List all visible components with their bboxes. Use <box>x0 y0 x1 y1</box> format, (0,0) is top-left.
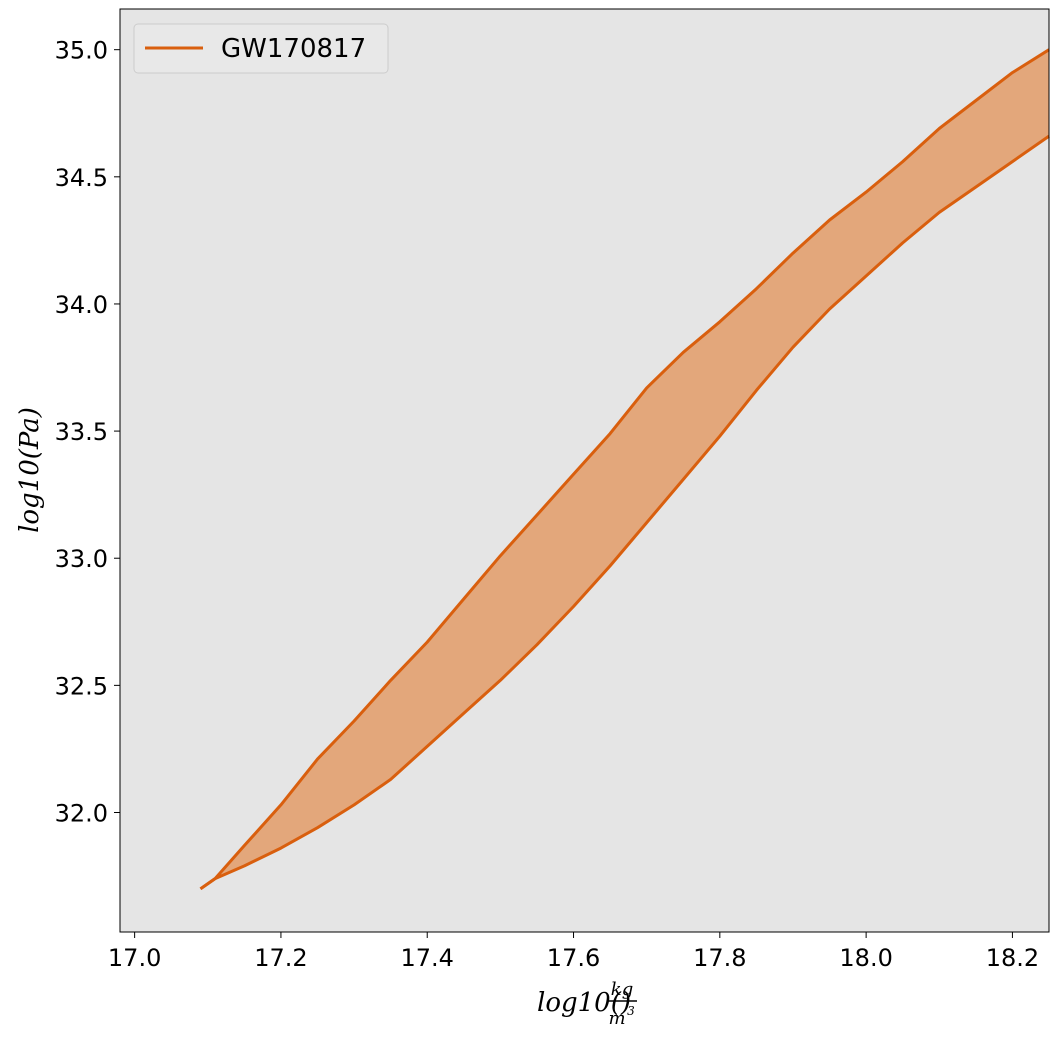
legend-label: GW170817 <box>221 34 366 64</box>
y-tick-label: 32.0 <box>55 799 108 827</box>
y-tick-label: 35.0 <box>55 37 108 65</box>
y-tick-label: 34.5 <box>55 164 108 192</box>
x-tick-label: 18.2 <box>986 944 1039 972</box>
x-tick-label: 17.6 <box>547 944 600 972</box>
x-axis-label-prefix: log10( <box>537 988 622 1018</box>
x-axis-label-denominator: m <box>608 1008 625 1029</box>
x-tick-label: 17.4 <box>401 944 454 972</box>
confidence-band-fill <box>200 49 1049 889</box>
x-axis: 17.0 17.2 17.4 17.6 17.8 18.0 18.2 <box>108 932 1039 972</box>
legend-box <box>133 23 389 74</box>
x-axis-label-numerator: kg <box>611 979 633 1000</box>
x-axis-label: log10() <box>537 988 631 1018</box>
y-tick-label: 33.0 <box>55 545 108 573</box>
y-tick-label: 33.5 <box>55 418 108 446</box>
y-tick-label: 32.5 <box>55 672 108 700</box>
legend: GW170817 <box>133 23 389 74</box>
y-axis-label: log10(Pa) <box>15 407 45 533</box>
band-layer <box>199 48 1050 891</box>
x-axis-label-suffix: ) <box>620 988 631 1018</box>
x-axis-label-denominator-exponent: 3 <box>627 1004 635 1018</box>
plot-frame <box>119 8 1050 933</box>
y-axis: 32.0 32.5 33.0 33.5 34.0 34.5 35.0 <box>55 37 120 827</box>
x-axis-label-fraction: kg m 3 <box>607 979 637 1029</box>
upper-bound-line <box>199 48 1050 891</box>
x-tick-label: 17.0 <box>108 944 161 972</box>
x-tick-label: 17.8 <box>693 944 746 972</box>
lower-bound-line <box>199 134 1050 891</box>
y-tick-label: 34.0 <box>55 291 108 319</box>
x-tick-label: 17.2 <box>254 944 307 972</box>
x-tick-label: 18.0 <box>839 944 892 972</box>
